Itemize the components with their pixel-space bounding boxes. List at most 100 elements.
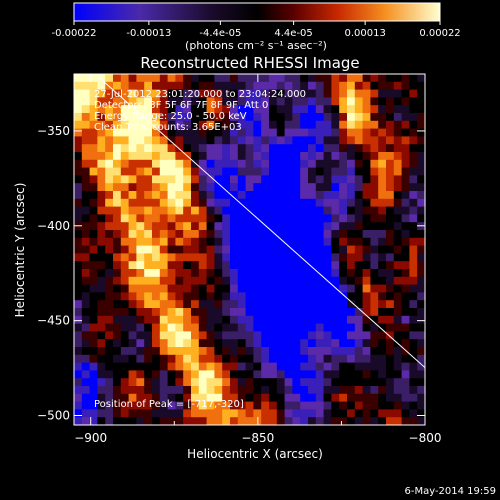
heatmap-cell <box>191 159 200 169</box>
heatmap-cell <box>331 81 340 91</box>
heatmap-cell <box>269 347 278 356</box>
heatmap-cell <box>128 237 137 247</box>
heatmap-cell <box>97 97 106 106</box>
heatmap-cell <box>323 370 332 379</box>
heatmap-cell <box>276 81 286 91</box>
heatmap-cell <box>323 237 332 247</box>
heatmap-cell <box>237 183 247 192</box>
heatmap-cell <box>206 159 215 169</box>
heatmap-cell <box>183 136 192 145</box>
heatmap-cell <box>175 222 184 231</box>
heatmap-cell <box>222 159 231 169</box>
heatmap-cell <box>284 245 293 254</box>
heatmap-cell <box>74 401 83 410</box>
heatmap-cell <box>230 245 239 254</box>
heatmap-cell <box>128 74 137 83</box>
heatmap-cell <box>206 81 215 91</box>
heatmap-cell <box>97 354 106 364</box>
heatmap-cell <box>74 378 83 387</box>
heatmap-cell <box>198 409 208 418</box>
heatmap-cell <box>300 222 309 231</box>
heatmap-cell <box>354 214 364 223</box>
heatmap-cell <box>339 331 348 340</box>
heatmap-cell <box>308 401 317 410</box>
heatmap-cell <box>308 386 317 395</box>
heatmap-cell <box>128 253 137 262</box>
heatmap-cell <box>144 386 153 395</box>
heatmap-cell <box>269 253 278 262</box>
heatmap-cell <box>245 292 254 301</box>
heatmap-cell <box>74 362 83 371</box>
heatmap-cells <box>74 74 425 425</box>
heatmap-cell <box>105 89 114 98</box>
heatmap-cell <box>370 347 379 356</box>
heatmap-cell <box>136 198 145 208</box>
heatmap-cell <box>198 347 208 356</box>
heatmap-cell <box>214 331 223 340</box>
heatmap-cell <box>401 74 410 83</box>
heatmap-cell <box>253 89 262 98</box>
heatmap-cell <box>300 144 309 153</box>
heatmap-cell <box>401 417 410 425</box>
heatmap-cell <box>222 97 231 106</box>
heatmap-cell <box>378 331 387 340</box>
heatmap-cell <box>191 81 200 91</box>
heatmap-cell <box>167 167 176 176</box>
heatmap-cell <box>347 105 356 114</box>
heatmap-cell <box>378 315 387 325</box>
heatmap-cell <box>253 105 262 114</box>
heatmap-cell <box>89 284 98 293</box>
heatmap-cell <box>214 128 223 137</box>
heatmap-cell <box>128 159 137 169</box>
heatmap-cell <box>120 378 130 387</box>
heatmap-cell <box>347 276 356 286</box>
heatmap-cell <box>191 230 200 239</box>
heatmap-cell <box>237 331 247 340</box>
heatmap-cell <box>323 74 332 83</box>
heatmap-cell <box>237 105 247 114</box>
heatmap-cell <box>167 152 176 161</box>
heatmap-cell <box>292 261 301 270</box>
heatmap-cell <box>354 237 364 247</box>
heatmap-cell <box>417 253 425 262</box>
heatmap-cell <box>167 269 176 278</box>
heatmap-cell <box>386 245 395 254</box>
heatmap-cell <box>331 175 340 184</box>
heatmap-cell <box>315 401 325 410</box>
heatmap-cell <box>128 339 137 348</box>
heatmap-cell <box>136 362 145 371</box>
heatmap-cell <box>378 409 387 418</box>
heatmap-cell <box>354 401 364 410</box>
heatmap-cell <box>152 97 161 106</box>
heatmap-cell <box>152 167 161 176</box>
heatmap-cell <box>105 152 114 161</box>
heatmap-cell <box>175 370 184 379</box>
heatmap-cell <box>269 81 278 91</box>
heatmap-cell <box>120 347 130 356</box>
heatmap-cell <box>191 89 200 98</box>
heatmap-cell <box>206 362 215 371</box>
heatmap-cell <box>292 198 301 208</box>
heatmap-cell <box>214 120 223 130</box>
heatmap-cell <box>253 276 262 286</box>
heatmap-cell <box>89 276 98 286</box>
heatmap-cell <box>354 136 364 145</box>
heatmap-cell <box>284 261 293 270</box>
heatmap-cell <box>269 144 278 153</box>
heatmap-cell <box>386 81 395 91</box>
heatmap-cell <box>230 237 239 247</box>
heatmap-cell <box>74 74 83 83</box>
heatmap-cell <box>183 128 192 137</box>
heatmap-cell <box>74 136 83 145</box>
heatmap-cell <box>300 401 309 410</box>
heatmap-cell <box>417 323 425 332</box>
heatmap-cell <box>105 113 114 122</box>
heatmap-cell <box>175 230 184 239</box>
heatmap-cell <box>417 300 425 309</box>
heatmap-cell <box>159 167 169 176</box>
heatmap-cell <box>74 144 83 153</box>
heatmap-cell <box>308 183 317 192</box>
heatmap-cell <box>308 152 317 161</box>
heatmap-cell <box>292 269 301 278</box>
heatmap-cell <box>331 284 340 293</box>
